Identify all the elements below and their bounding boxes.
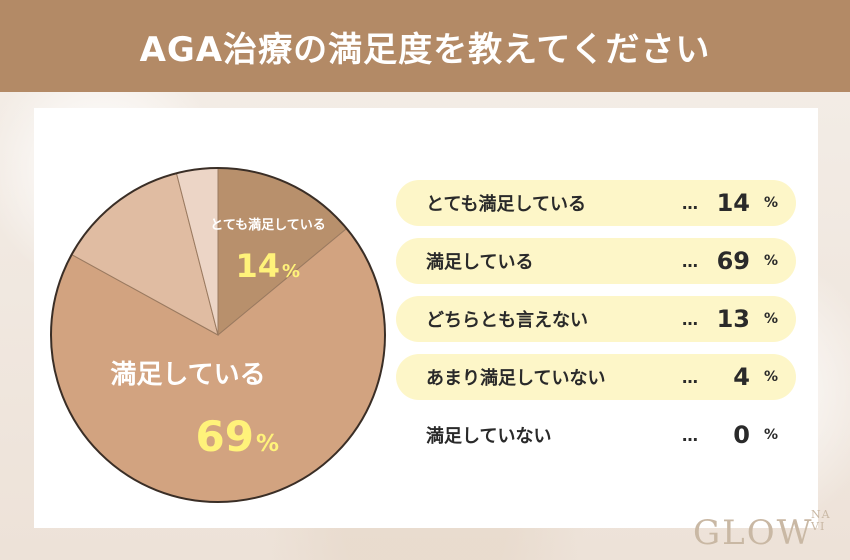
legend-list: とても満足している … 14 % 満足している … 69 % どちらとも言えない… [396, 180, 796, 470]
legend-label: どちらとも言えない [426, 310, 588, 331]
logo-main-text: GLOW [693, 513, 814, 553]
pie-label-unit: % [256, 431, 279, 457]
legend-label: とても満足している [426, 194, 587, 215]
header-banner: AGA治療の満足度を教えてください [0, 0, 850, 92]
legend-dots: … [682, 425, 698, 445]
pie-outline [50, 167, 386, 503]
legend-unit: % [763, 253, 778, 269]
legend-dots: … [682, 251, 698, 271]
logo-sup-text: NA VI [811, 509, 831, 533]
pie-label-unit: % [282, 261, 300, 282]
legend-row-not-very-satisfied: あまり満足していない … 4 % [396, 354, 796, 400]
legend-label: 満足していない [426, 426, 552, 447]
legend-value: 13 [716, 305, 750, 333]
pie-label-value: 69 [196, 412, 254, 461]
pie-svg: とても満足している 14 % 満足している 69% [50, 167, 386, 503]
pie-label-name: 満足している [110, 360, 265, 390]
legend-row-neutral: どちらとも言えない … 13 % [396, 296, 796, 342]
legend-dots: … [682, 367, 698, 387]
logo-sup-top: NA [811, 508, 831, 521]
legend-unit: % [763, 369, 778, 385]
legend-unit: % [763, 311, 778, 327]
legend-label: あまり満足していない [426, 368, 606, 389]
legend-value: 0 [733, 421, 750, 449]
legend-value: 69 [716, 247, 750, 275]
legend-unit: % [763, 427, 778, 443]
legend-value: 4 [733, 363, 750, 391]
pie-label-name: とても満足している [210, 217, 326, 233]
pie-chart: とても満足している 14% 満足している 69% [48, 165, 388, 505]
legend-value: 14 [716, 189, 750, 217]
pie-label-value: 14 [235, 247, 280, 285]
page-title: AGA治療の満足度を教えてください [139, 29, 711, 70]
legend-dots: … [682, 193, 698, 213]
legend-unit: % [763, 195, 778, 211]
legend-row-satisfied: 満足している … 69 % [396, 238, 796, 284]
logo-sup-bottom: VI [811, 520, 826, 533]
legend-row-very-satisfied: とても満足している … 14 % [396, 180, 796, 226]
legend-dots: … [682, 309, 698, 329]
glow-navi-logo: GLOW NA VI [693, 505, 838, 555]
legend-label: 満足している [426, 252, 534, 273]
legend-row-not-satisfied: 満足していない … 0 % [396, 412, 796, 458]
